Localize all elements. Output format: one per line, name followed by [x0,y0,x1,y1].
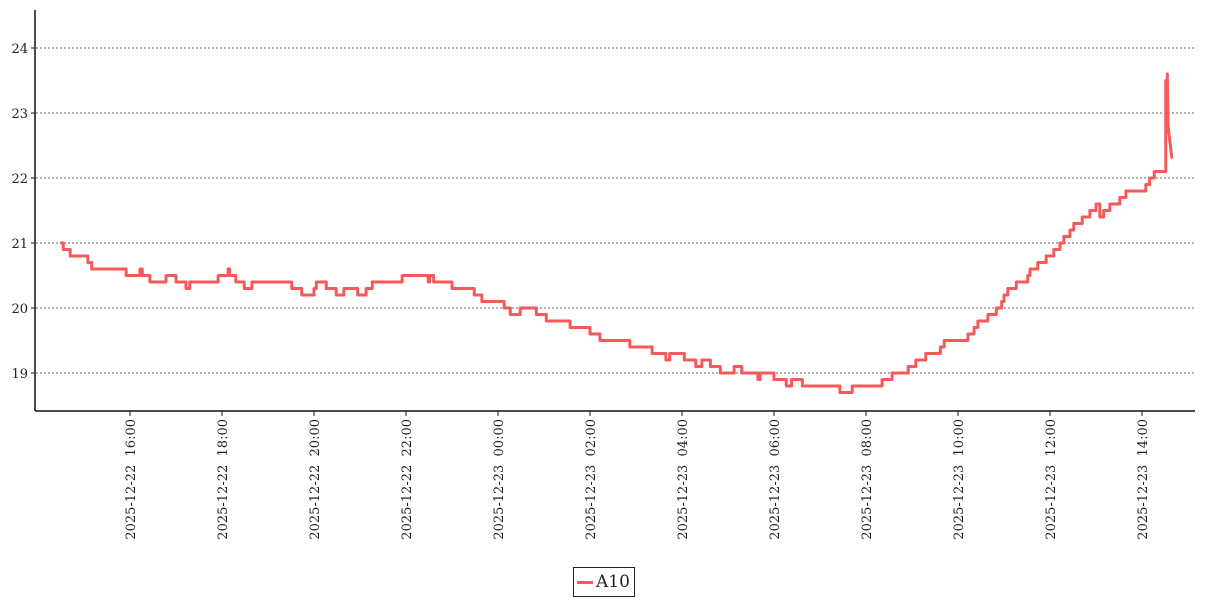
series-line-a10 [60,72,1174,394]
y-tick-label: 23 [11,107,28,122]
x-tick-label: 2025-12-23 06:00 [768,419,783,540]
x-tick-label: 2025-12-23 08:00 [860,419,875,540]
y-axis-ticks: 19 20 21 22 23 24 [11,42,35,382]
legend-swatch-a10 [577,580,593,584]
x-tick-label: 2025-12-23 04:00 [676,419,691,540]
series-group [60,72,1174,394]
x-tick-label: 2025-12-22 18:00 [216,419,231,540]
y-tick-label: 19 [11,367,28,382]
legend-label-a10: A10 [596,572,630,592]
x-tick-label: 2025-12-23 14:00 [1136,419,1151,540]
x-tick-label: 2025-12-23 12:00 [1044,419,1059,540]
x-axis-ticks: 2025-12-22 16:00 2025-12-22 18:00 2025-12-… [124,411,1151,540]
x-tick-label: 2025-12-23 02:00 [584,419,599,540]
y-tick-label: 22 [11,172,28,187]
y-tick-label: 24 [11,42,28,57]
x-tick-label: 2025-12-23 00:00 [492,419,507,540]
x-tick-label: 2025-12-22 20:00 [308,419,323,540]
x-tick-label: 2025-12-22 22:00 [400,419,415,540]
legend: A10 [573,567,635,597]
x-tick-label: 2025-12-22 16:00 [124,419,139,540]
y-tick-label: 20 [11,302,28,317]
y-tick-label: 21 [11,237,28,252]
grid-lines [36,47,1195,374]
x-tick-label: 2025-12-23 10:00 [952,419,967,540]
